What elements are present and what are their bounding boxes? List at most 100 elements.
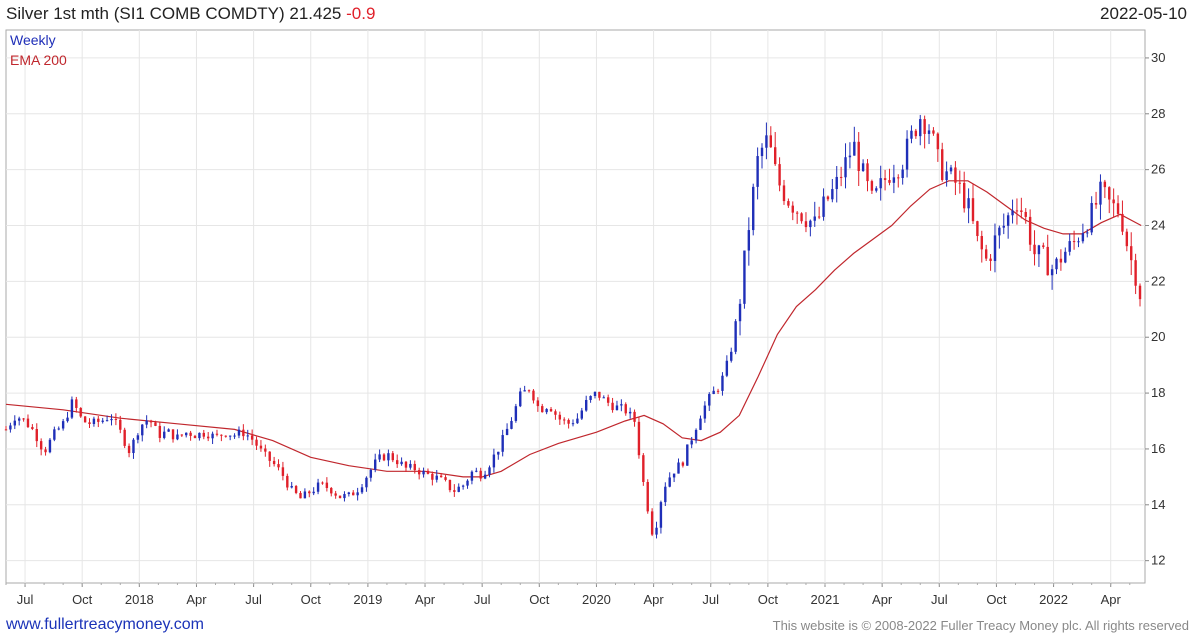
x-tick-label: Oct (72, 592, 93, 607)
price-bar-body (795, 212, 799, 214)
price-bar-body (105, 420, 109, 422)
price-bar-body (800, 213, 803, 222)
price-bar-body (281, 467, 285, 476)
price-bar-body (26, 418, 30, 428)
price-bar-body (883, 178, 887, 181)
price-bar-body (88, 422, 91, 425)
y-tick-label: 22 (1151, 273, 1165, 288)
price-bar-body (642, 455, 645, 482)
price-bar-body (628, 411, 632, 414)
price-bar-body (61, 421, 65, 429)
price-bar-body (672, 473, 676, 478)
price-bar-body (176, 434, 179, 440)
price-bar-body (123, 429, 126, 446)
price-bar-body (387, 453, 390, 461)
price-bar-body (233, 435, 236, 437)
price-bar-body (343, 494, 346, 499)
price-bar-body (431, 473, 434, 480)
price-bar-body (466, 480, 469, 486)
price-bar-body (101, 420, 104, 422)
price-bar-body (1081, 233, 1085, 242)
price-bar-body (299, 492, 302, 499)
price-bar-body (967, 198, 970, 209)
price-bar-body (145, 420, 148, 425)
price-bar-body (611, 402, 614, 411)
price-bar-body (655, 527, 658, 535)
price-bar-body (316, 482, 320, 492)
price-bar-body (1033, 244, 1036, 255)
price-bar-body (308, 491, 311, 494)
price-bar-body (989, 258, 992, 261)
price-bar-body (923, 119, 926, 134)
price-bar-body (136, 435, 140, 440)
price-bar-body (237, 429, 241, 436)
price-bar-body (378, 454, 381, 460)
x-tick-label: 2019 (353, 592, 382, 607)
price-bar-body (259, 445, 263, 449)
price-bar-body (571, 423, 575, 425)
price-bar-body (602, 397, 605, 399)
price-bar-body (17, 418, 21, 421)
price-bar-body (677, 462, 680, 474)
price-bar-body (782, 185, 786, 202)
price-bar-body (813, 216, 816, 221)
price-bar-body (519, 391, 522, 407)
price-bar-body (839, 176, 843, 178)
price-bar-body (35, 429, 38, 442)
price-bar-body (264, 448, 267, 452)
price-bars-layer (4, 114, 1142, 539)
price-bar-body (1064, 251, 1067, 263)
price-bar-body (567, 419, 570, 424)
price-bar-body (303, 491, 307, 499)
price-bar-body (527, 390, 531, 392)
price-bar-body (993, 235, 997, 261)
x-tick-label: Jul (245, 592, 262, 607)
price-bar-body (501, 435, 504, 452)
price-bar-body (75, 399, 78, 408)
copyright-notice: This website is © 2008-2022 Fuller Treac… (772, 618, 1189, 633)
price-bar-body (44, 449, 47, 453)
y-tick-label: 14 (1151, 497, 1165, 512)
price-bar-body (1099, 181, 1102, 205)
price-bar-body (681, 462, 685, 466)
price-bar-body (1108, 187, 1111, 200)
price-bar-body (734, 321, 737, 352)
price-bar-body (778, 164, 781, 186)
price-bar-body (879, 178, 882, 189)
price-bar-body (549, 409, 553, 412)
price-bar-body (945, 171, 948, 181)
price-bar-body (576, 418, 579, 424)
price-bar-body (624, 404, 627, 414)
chart-title: Silver 1st mth (SI1 COMB COMDTY) 21.425 … (6, 4, 375, 24)
y-axis: 12 14 16 18 20 22 24 26 28 30 (1145, 50, 1165, 568)
price-bar-body (228, 435, 232, 437)
price-bar-body (400, 461, 403, 465)
price-bar-body (180, 434, 184, 436)
price-bar-body (391, 453, 394, 461)
price-bar-body (338, 495, 342, 499)
price-bar-body (650, 511, 654, 535)
price-bar-body (132, 439, 135, 454)
price-bar-body (1055, 258, 1058, 270)
price-bar-body (589, 395, 592, 400)
price-bar-body (892, 177, 896, 183)
price-bar-body (721, 375, 724, 391)
price-bar-body (686, 444, 689, 466)
price-bar-body (330, 487, 333, 494)
price-bar-body (347, 492, 351, 495)
price-bar-body (448, 479, 452, 491)
price-bar-body (453, 490, 456, 492)
price-bar-body (215, 433, 219, 435)
price-bar-body (708, 394, 711, 406)
price-bar-body (268, 451, 271, 461)
price-bar-body (488, 467, 491, 475)
price-bar-body (980, 236, 983, 250)
site-link[interactable]: www.fullertreacymoney.com (6, 616, 204, 633)
price-bar-body (716, 390, 720, 392)
price-bar-body (787, 201, 790, 206)
price-bar-body (39, 441, 43, 450)
price-bar-body (1006, 215, 1010, 226)
legend-ema: EMA 200 (10, 52, 67, 68)
price-bar-body (690, 440, 693, 445)
x-tick-label: 2018 (125, 592, 154, 607)
